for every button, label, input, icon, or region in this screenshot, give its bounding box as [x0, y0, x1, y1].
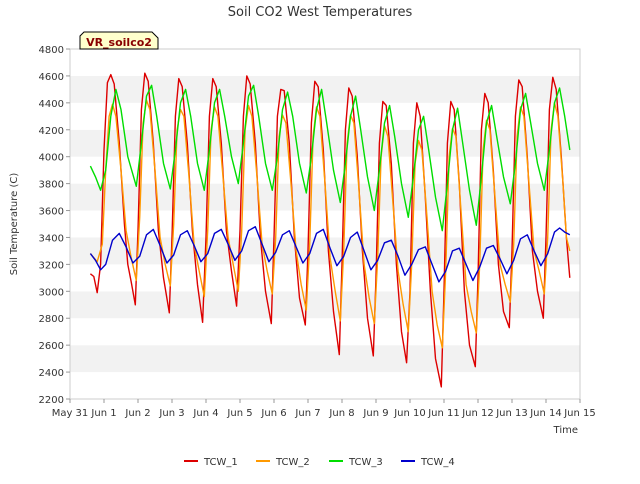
- y-tick-label: 3400: [39, 233, 64, 244]
- y-tick-label: 2200: [39, 395, 64, 406]
- x-tick-label: Jun 12: [461, 408, 494, 419]
- legend-item: TCW_3: [329, 457, 383, 468]
- grid-band: [70, 75, 580, 103]
- x-tick-label: Jun 3: [158, 408, 184, 419]
- x-tick-label: Jun 9: [362, 408, 388, 419]
- grid-band: [70, 345, 580, 373]
- y-tick-label: 3000: [39, 287, 64, 298]
- series-lines: [89, 72, 571, 388]
- grid-band: [70, 49, 580, 76]
- x-tick-label: Jun 15: [563, 408, 596, 419]
- annotation-box: [79, 31, 159, 50]
- grid-band: [70, 372, 580, 399]
- y-tick-label: 2400: [39, 368, 64, 379]
- x-tick-label: Jun 5: [226, 408, 252, 419]
- y-tick-label: 3800: [39, 180, 64, 191]
- y-tick-label: 4000: [39, 153, 64, 164]
- x-tick-label: Jun 14: [529, 408, 562, 419]
- y-axis-label: Soil Temperature (C): [9, 173, 20, 276]
- x-axis: May 31 Jun 1 Jun 2 Jun 3 Jun 4 Jun 5 Jun 6 Jun …: [52, 399, 596, 419]
- y-tick-label: 4400: [39, 99, 64, 110]
- series-line-tcw-2: [89, 99, 571, 349]
- legend-label: TCW_1: [203, 457, 238, 468]
- x-tick-label: Jun 11: [427, 408, 460, 419]
- grid-band: [70, 237, 580, 265]
- x-tick-label: Jun 1: [90, 408, 116, 419]
- y-tick-label: 3200: [39, 260, 64, 271]
- x-tick-label: Jun 10: [393, 408, 426, 419]
- y-tick-label: 4600: [39, 72, 64, 83]
- legend: TCW_1 TCW_2 TCW_3 TCW_4: [184, 457, 455, 468]
- x-tick-label: Jun 7: [294, 408, 320, 419]
- x-axis-label: Time: [553, 425, 578, 436]
- y-tick-label: 4800: [39, 45, 64, 56]
- plot-frame: [69, 48, 581, 400]
- legend-label: TCW_3: [348, 457, 383, 468]
- x-tick-label: Jun 6: [260, 408, 286, 419]
- legend-label: TCW_4: [420, 457, 455, 468]
- grid-band: [70, 264, 580, 292]
- series-line-tcw-4: [89, 226, 571, 283]
- series-line-tcw-3: [89, 84, 571, 232]
- y-tick-label: 3600: [39, 207, 64, 218]
- legend-item: TCW_2: [256, 457, 310, 468]
- annotation-text: VR_soilco2: [86, 36, 152, 49]
- legend-item: TCW_4: [401, 457, 455, 468]
- y-tick-label: 2800: [39, 314, 64, 325]
- grid-band: [70, 129, 580, 157]
- x-tick-label: May 31: [52, 408, 89, 419]
- y-tick-label: 2600: [39, 341, 64, 352]
- grid-band: [70, 291, 580, 319]
- y-axis: 2200 2400 2600 2800 3000 3200 3400 3600 3800 4000…: [39, 45, 70, 406]
- x-tick-label: Jun 8: [328, 408, 354, 419]
- grid-band: [70, 318, 580, 346]
- y-tick-label: 4200: [39, 126, 64, 137]
- x-tick-label: Jun 13: [495, 408, 528, 419]
- annotation-badge: VR_soilco2: [79, 31, 159, 50]
- x-tick-label: Jun 2: [124, 408, 150, 419]
- legend-item: TCW_1: [184, 457, 238, 468]
- legend-label: TCW_2: [275, 457, 310, 468]
- chart-title: Soil CO2 West Temperatures: [228, 5, 413, 20]
- x-tick-label: Jun 4: [192, 408, 218, 419]
